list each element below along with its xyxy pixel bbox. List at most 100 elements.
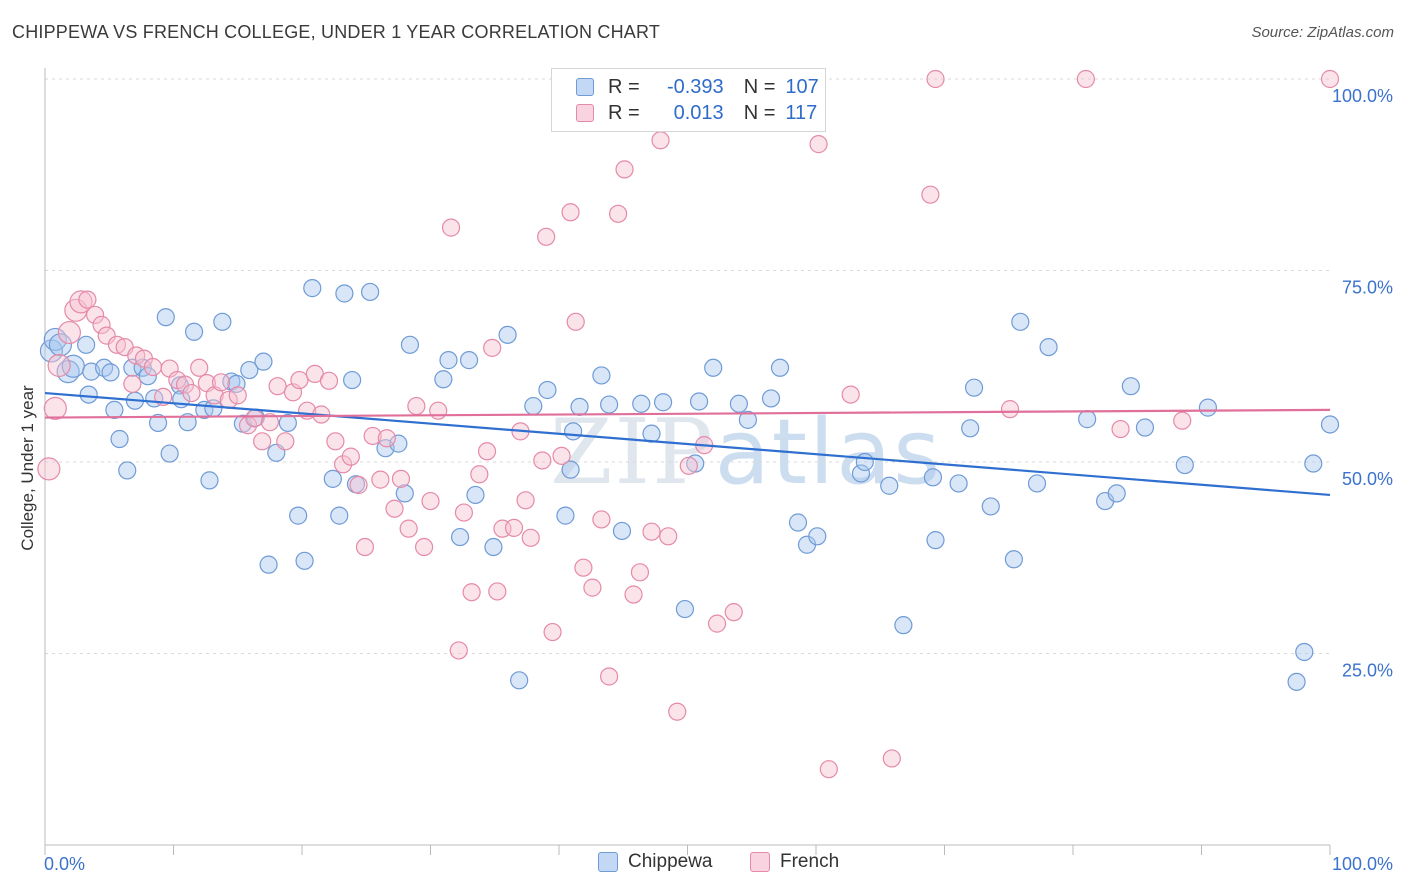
- french-point: [355, 537, 375, 557]
- chippewa-point: [600, 395, 619, 414]
- chippewa-point: [923, 468, 943, 487]
- chippewa-point: [1320, 415, 1340, 434]
- chippewa-point: [981, 497, 1000, 516]
- chippewa-point: [1027, 474, 1047, 493]
- legend-row-french: R = 0.013 N = 117: [576, 100, 817, 126]
- chippewa-point: [1078, 410, 1097, 429]
- chippewa-point: [389, 434, 408, 453]
- french-point: [543, 622, 562, 642]
- french-point: [642, 522, 661, 541]
- french-point: [391, 469, 411, 488]
- chippewa-point: [459, 351, 479, 370]
- french-point: [841, 385, 860, 404]
- x-tick-label: 100.0%: [1332, 854, 1393, 874]
- french-point: [245, 409, 264, 428]
- chippewa-point: [949, 474, 968, 493]
- chippewa-point: [1287, 672, 1306, 691]
- french-point: [1320, 69, 1340, 89]
- chippewa-swatch: [598, 852, 618, 872]
- chippewa-point: [689, 392, 709, 411]
- legend-r-label: R =: [608, 75, 640, 98]
- y-axis-title: College, Under 1 year: [18, 385, 37, 551]
- chippewa-point: [289, 506, 308, 525]
- chippewa-point: [110, 429, 129, 449]
- french-point: [363, 426, 382, 446]
- french-point: [69, 290, 93, 314]
- chippewa-point: [48, 333, 73, 357]
- chippewa-point: [1304, 454, 1323, 473]
- french-point: [1076, 69, 1095, 89]
- chippewa-point: [1004, 550, 1023, 569]
- chippewa-point: [105, 400, 124, 420]
- chippewa-point: [704, 358, 723, 377]
- french-point: [462, 583, 481, 602]
- french-point: [566, 312, 585, 331]
- chippewa-point: [200, 471, 219, 490]
- chippewa-point: [612, 521, 632, 541]
- chippewa-point: [1175, 455, 1194, 475]
- chippewa-point: [524, 396, 543, 416]
- chippewa-point: [160, 444, 179, 463]
- source-label: Source: ZipAtlas.com: [1251, 24, 1394, 41]
- bottom-legend-label: French: [780, 851, 840, 872]
- chippewa-point: [894, 616, 913, 635]
- chippewa-point: [1107, 484, 1126, 503]
- chippewa-swatch: [576, 78, 594, 96]
- french-point: [429, 401, 448, 420]
- french-point: [326, 432, 345, 451]
- chippewa-point: [278, 413, 297, 433]
- french-point: [421, 491, 440, 511]
- french-point: [377, 429, 396, 448]
- chippewa-point: [538, 380, 557, 400]
- french-point: [182, 383, 201, 403]
- french-point: [533, 451, 552, 470]
- chippewa-point: [323, 469, 342, 488]
- chippewa-point: [148, 413, 168, 433]
- french-point: [609, 204, 628, 223]
- french-point: [319, 371, 339, 390]
- chippewa-point: [808, 527, 827, 546]
- chippewa-point: [926, 531, 945, 550]
- french-point: [228, 386, 247, 405]
- chippewa-point: [434, 370, 453, 389]
- french-point: [882, 749, 901, 768]
- chippewa-point: [592, 366, 611, 385]
- chippewa-point: [855, 452, 874, 472]
- bottom-legend-french: French: [750, 851, 839, 873]
- chippewa-trend-line: [44, 391, 1331, 497]
- chippewa-point: [184, 322, 204, 341]
- french-point: [37, 457, 61, 481]
- french-point: [600, 667, 619, 686]
- chippewa-point: [1198, 398, 1218, 417]
- french-point: [651, 131, 670, 150]
- french-point: [449, 641, 468, 660]
- y-tick-label: 50.0%: [1342, 469, 1393, 489]
- french-point: [470, 465, 489, 484]
- chippewa-point: [1039, 338, 1058, 357]
- french-point: [1000, 400, 1020, 419]
- french-swatch: [576, 104, 594, 122]
- chippewa-point: [439, 351, 458, 370]
- french-swatch: [750, 852, 770, 872]
- y-tick-label: 25.0%: [1342, 661, 1393, 681]
- french-point: [123, 374, 142, 393]
- chippewa-point: [1121, 377, 1140, 396]
- chippewa-point: [259, 555, 278, 574]
- french-point: [516, 491, 535, 510]
- chippewa-point: [213, 312, 232, 331]
- x-tick-label: 0.0%: [44, 854, 85, 874]
- chippewa-point: [178, 413, 197, 432]
- chippewa-point: [156, 308, 175, 327]
- chippewa-point: [466, 485, 485, 505]
- chippewa-point: [964, 378, 984, 397]
- french-point: [92, 315, 111, 334]
- french-point: [143, 357, 163, 377]
- french-point: [707, 614, 727, 633]
- chippewa-point: [95, 358, 114, 377]
- french-point: [615, 160, 634, 179]
- chippewa-point: [484, 537, 503, 557]
- french-point: [86, 305, 105, 325]
- chippewa-point: [498, 325, 517, 344]
- french-point: [659, 527, 678, 546]
- french-point: [190, 358, 209, 377]
